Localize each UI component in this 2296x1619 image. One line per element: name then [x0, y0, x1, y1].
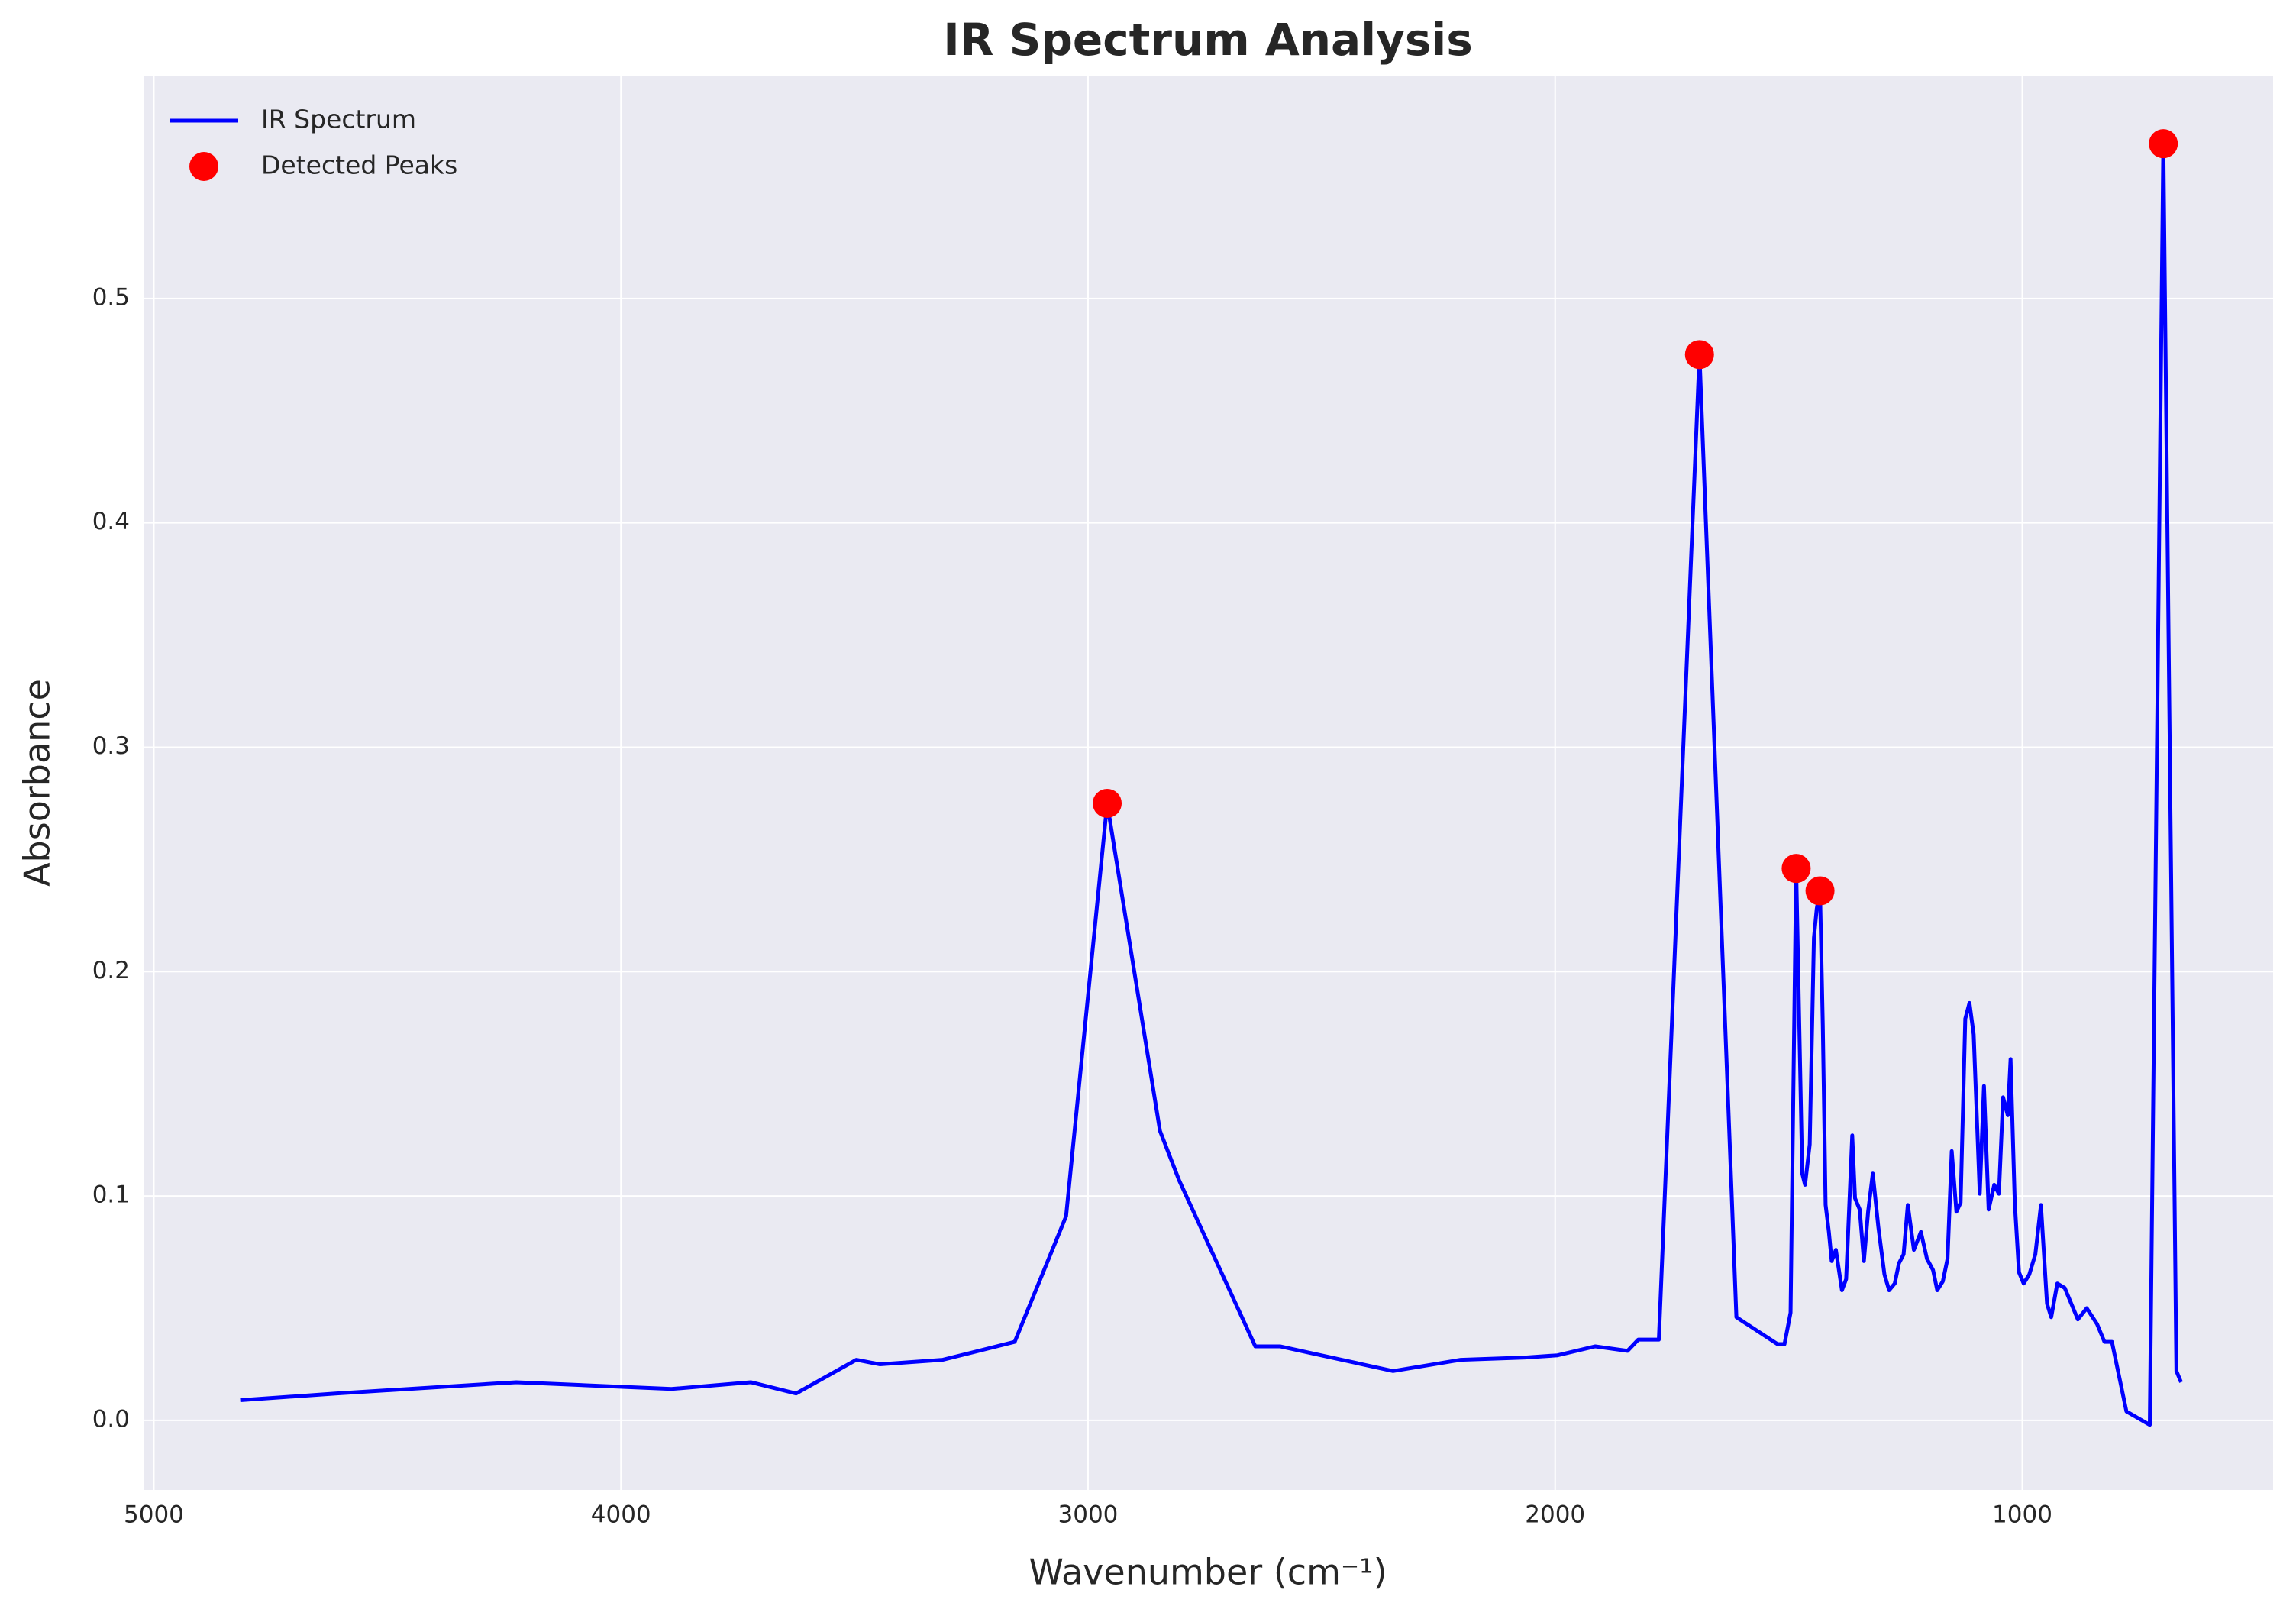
y-tick-label: 0.3 — [92, 732, 130, 760]
x-tick-label: 1000 — [1992, 1501, 2052, 1529]
legend-label: Detected Peaks — [261, 150, 457, 180]
x-axis-label: Wavenumber (cm⁻¹) — [1029, 1552, 1387, 1593]
y-tick-label: 0.1 — [92, 1181, 130, 1209]
peak-marker — [1093, 788, 1122, 818]
y-tick-label: 0.0 — [92, 1405, 130, 1433]
y-tick-label: 0.4 — [92, 508, 130, 535]
legend-swatch — [189, 152, 218, 181]
y-tick-label: 0.2 — [92, 957, 130, 984]
peak-marker — [2149, 129, 2178, 159]
x-tick-label: 2000 — [1525, 1501, 1585, 1529]
x-tick-label: 5000 — [124, 1501, 184, 1529]
peak-marker — [1781, 854, 1811, 884]
x-tick-label: 3000 — [1058, 1501, 1119, 1529]
plot-area — [144, 76, 2273, 1490]
peak-marker — [1684, 340, 1714, 370]
x-tick-label: 4000 — [591, 1501, 651, 1529]
chart-title: IR Spectrum Analysis — [943, 14, 1473, 66]
spectrum-line — [240, 141, 2183, 1427]
y-axis-label: Absorbance — [17, 679, 58, 887]
y-tick-label: 0.5 — [92, 283, 130, 311]
legend-label: IR Spectrum — [261, 105, 416, 134]
peak-marker — [1805, 876, 1835, 906]
